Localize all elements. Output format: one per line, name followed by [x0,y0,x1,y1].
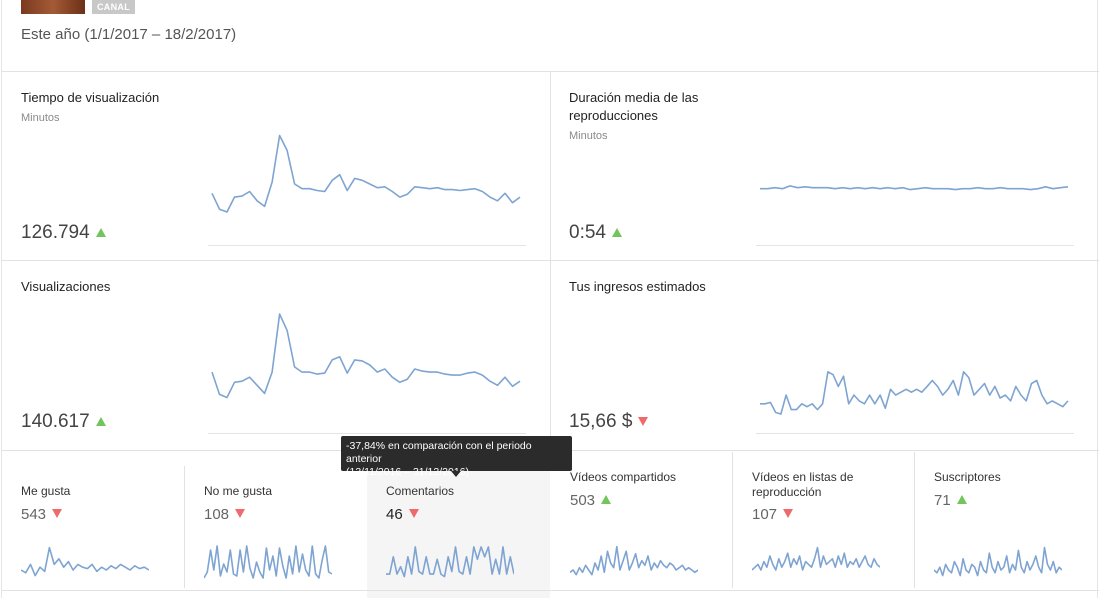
sparkline-series [21,546,149,577]
metric-number: 108 [204,506,230,523]
card-metric-value: 543 [21,506,63,523]
tooltip-period-text: (13/11/2016 – 31/12/2016) [346,466,469,478]
sparkline-series [204,545,332,579]
card-title: Comentarios [386,484,455,498]
column-divider [550,72,551,452]
metric-number: 503 [570,492,596,509]
metric-number: 46 [386,506,403,523]
sparkline-series [760,371,1069,415]
card-metric-value: 107 [752,506,794,523]
channel-thumbnail[interactable] [21,0,85,14]
card-title: No me gusta [204,484,273,498]
card-title: Suscriptores [934,470,1001,484]
card-title: Me gusta [21,484,71,498]
likes-sparkline [21,546,149,577]
likes-card[interactable]: Me gusta 543 [2,452,184,598]
trend-up-icon [95,228,106,237]
trend-up-icon [956,495,967,504]
views-card[interactable]: Visualizaciones 140.617 [2,262,550,451]
revenue-sparkline [756,371,1074,434]
watch-time-card[interactable]: Tiempo de visualización Minutos 126.794 [2,72,550,261]
avg-duration-card[interactable]: Duración media de las reproducciones Min… [550,72,1099,261]
sparkline-series [386,546,514,578]
revenue-card[interactable]: Tus ingresos estimados 15,66 $ [550,262,1099,451]
trend-down-icon [638,417,649,426]
dislikes-sparkline [204,545,332,579]
date-range-label[interactable]: Este año (1/1/2017 – 18/2/2017) [21,26,237,43]
sparkline-series [760,185,1069,191]
card-metric-value: 503 [570,492,612,509]
card-metric-value: 46 [386,506,419,523]
sparkline-series [752,546,880,571]
card-metric-value: 15,66 $ [569,411,649,433]
sparkline-series [570,545,698,576]
trend-down-icon [783,509,794,518]
comparison-tooltip: -37,84% en comparación con el periodo an… [341,436,572,478]
card-unit: Minutos [569,130,608,142]
card-title: Tiempo de visualización [21,90,160,105]
shares-card[interactable]: Vídeos compartidos 503 [551,452,732,598]
card-divider [914,452,915,588]
sparkline-series [211,313,521,399]
dislikes-card[interactable]: No me gusta 108 [185,452,366,598]
sparkline-series [211,134,521,213]
trend-up-icon [611,228,622,237]
sparkline-series [934,546,1062,577]
metric-number: 140.617 [21,411,90,432]
metric-number: 0:54 [569,222,606,243]
card-title: Duración media de las reproducciones [569,90,699,123]
playlists-card[interactable]: Vídeos en listas de reproducción 107 [733,452,914,598]
card-metric-value: 108 [204,506,246,523]
card-divider [184,466,185,588]
card-title: Vídeos en listas de reproducción [752,470,854,499]
card-metric-value: 126.794 [21,222,106,244]
metric-number: 126.794 [21,222,90,243]
subscribers-card[interactable]: Suscriptores 71 [915,452,1099,598]
trend-down-icon [235,509,246,518]
tooltip-comparison-text: -37,84% en comparación con el periodo an… [346,440,532,465]
playlists-sparkline [752,546,880,571]
card-title: Visualizaciones [21,279,111,294]
metric-number: 543 [21,506,47,523]
trend-up-icon [601,495,612,504]
watch-time-sparkline [208,134,526,246]
tooltip-pointer [451,471,461,477]
trend-down-icon [52,509,63,518]
metric-number: 71 [934,492,951,509]
trend-down-icon [408,509,419,518]
card-metric-value: 140.617 [21,411,106,433]
card-metric-value: 71 [934,492,967,509]
metric-number: 107 [752,506,778,523]
channel-badge: CANAL [92,0,135,14]
card-divider [732,452,733,588]
card-metric-value: 0:54 [569,222,622,244]
avg-duration-sparkline [756,185,1074,246]
views-sparkline [208,313,526,434]
card-unit: Minutos [21,112,60,124]
subscribers-sparkline [934,546,1062,577]
trend-up-icon [95,417,106,426]
card-title: Vídeos compartidos [570,470,677,484]
shares-sparkline [570,545,698,576]
bottom-divider [2,590,1099,591]
card-title: Tus ingresos estimados [569,279,706,294]
comments-sparkline [386,546,514,578]
channel-header: CANAL Este año (1/1/2017 – 18/2/2017) [2,0,1099,72]
metric-number: 15,66 $ [569,411,633,432]
